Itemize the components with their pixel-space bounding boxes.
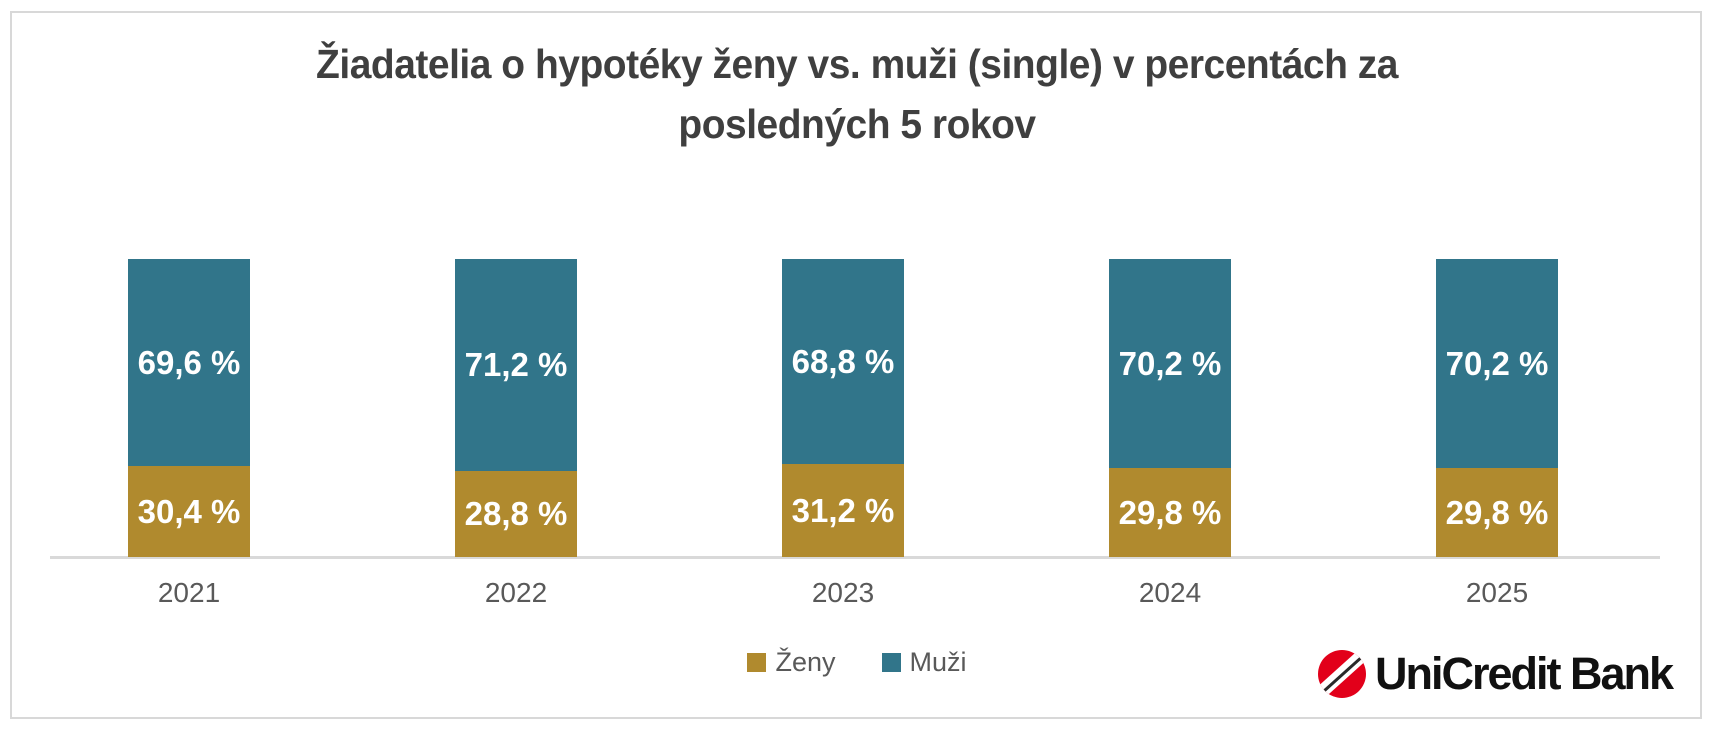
bar-2023: 68,8 % 31,2 % 2023 [782, 259, 904, 608]
bar-segment-muzi-2022: 71,2 % [455, 259, 577, 472]
bar-segment-zeny-2025: 29,8 % [1436, 468, 1558, 557]
bar-value-muzi-2023: 68,8 % [791, 342, 895, 380]
unicredit-logo-slash [1317, 650, 1366, 698]
x-axis-label-2025: 2025 [1465, 577, 1529, 608]
bar-segment-zeny-2021: 30,4 % [128, 466, 250, 557]
chart-title-line-1: Žiadatelia o hypotéky ženy vs. muži (sin… [316, 41, 1398, 87]
legend-item-zeny: Ženy [747, 647, 836, 678]
legend-label-zeny: Ženy [775, 647, 836, 677]
unicredit-logo: UniCredit Bank [1317, 648, 1674, 700]
bar-value-muzi-2021: 69,6 % [137, 343, 241, 381]
chart-title: Žiadatelia o hypotéky ženy vs. muži (sin… [43, 34, 1671, 154]
bar-segment-muzi-2025: 70,2 % [1436, 259, 1558, 469]
legend-swatch-zeny-icon [747, 653, 767, 672]
unicredit-logo-slash-inner [1317, 650, 1366, 698]
bar-2025: 70,2 % 29,8 % 2025 [1436, 259, 1558, 608]
bar-segment-muzi-2024: 70,2 % [1109, 259, 1231, 469]
legend-swatch-muzi-icon [881, 653, 901, 672]
chart-title-line-2: posledných 5 rokov [678, 101, 1036, 147]
bar-value-zeny-2022: 28,8 % [464, 495, 568, 533]
x-axis-label-2024: 2024 [1138, 577, 1202, 608]
x-axis-line [50, 556, 1660, 559]
bar-segment-muzi-2023: 68,8 % [782, 259, 904, 465]
x-axis-label-2023: 2023 [811, 577, 875, 608]
bar-segment-zeny-2022: 28,8 % [455, 471, 577, 557]
legend: Ženy Muži [0, 647, 1714, 678]
bar-value-muzi-2025: 70,2 % [1445, 344, 1549, 382]
bar-value-zeny-2023: 31,2 % [791, 491, 895, 529]
bar-value-zeny-2025: 29,8 % [1445, 493, 1549, 531]
x-axis-label-2021: 2021 [157, 577, 221, 608]
bar-segment-zeny-2024: 29,8 % [1109, 468, 1231, 557]
bar-value-zeny-2021: 30,4 % [137, 492, 241, 530]
legend-label-muzi: Muži [909, 647, 967, 677]
x-axis-label-2022: 2022 [484, 577, 548, 608]
bar-segment-zeny-2023: 31,2 % [782, 464, 904, 557]
bar-2021: 69,6 % 30,4 % 2021 [128, 259, 250, 608]
bar-2024: 70,2 % 29,8 % 2024 [1109, 259, 1231, 608]
bar-value-muzi-2024: 70,2 % [1118, 344, 1222, 382]
unicredit-logo-text: UniCredit Bank [1374, 648, 1674, 699]
bar-2022: 71,2 % 28,8 % 2022 [455, 259, 577, 608]
bar-value-zeny-2024: 29,8 % [1118, 493, 1222, 531]
legend-item-muzi: Muži [881, 647, 967, 678]
bar-segment-muzi-2021: 69,6 % [128, 259, 250, 467]
unicredit-logo-icon [1317, 650, 1366, 698]
bar-value-muzi-2022: 71,2 % [464, 346, 568, 384]
